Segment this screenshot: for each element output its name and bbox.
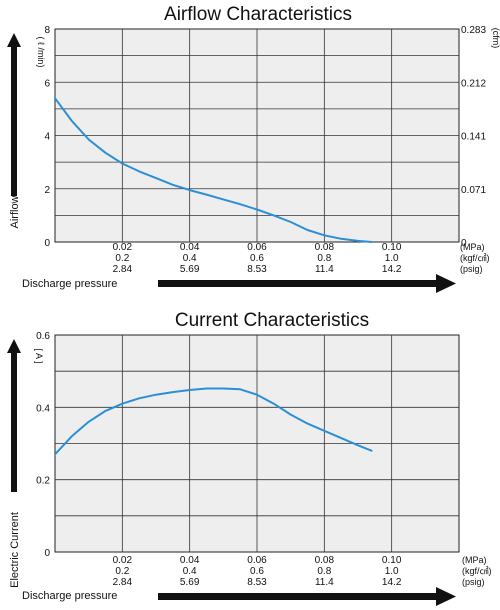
airflow-chart: Airflow Characteristics 0 2 4 6 8 0 0.071 0.141 0… — [7, 4, 500, 293]
x-tick-label-psig: 14.2 — [382, 577, 402, 588]
current-chart: Current Characteristics 0 0.2 0.4 0.6 [ A ] El… — [7, 310, 492, 606]
y2-tick-label: 0.212 — [461, 78, 486, 89]
x-axis-arrow-shaft — [158, 280, 438, 287]
x-tick-label-kgf: 1.0 — [385, 253, 399, 264]
y-tick-label: 0.6 — [36, 331, 50, 342]
x-tick-label-psig: 5.69 — [180, 577, 200, 588]
y-axis-label: Electric Current — [9, 512, 21, 588]
x-unit-label: (psig) — [460, 264, 483, 274]
y-axis-arrow-shaft — [11, 45, 17, 196]
x-tick-label-psig: 14.2 — [382, 264, 402, 275]
x-tick-label-mpa: 0.04 — [180, 242, 200, 253]
x-tick-label-kgf: 0.2 — [115, 253, 129, 264]
x-axis-arrow-head — [436, 274, 456, 293]
x-unit-label: (kgf/㎠) — [460, 253, 490, 263]
x-unit-label: (psig) — [462, 577, 485, 587]
y-axis-arrow-head — [7, 339, 21, 353]
y-tick-label: 0.4 — [36, 403, 50, 414]
x-tick-label-psig: 2.84 — [113, 577, 133, 588]
x-unit-label: (MPa) — [460, 242, 485, 252]
y2-unit-label: (cfm) — [491, 28, 500, 49]
y-axis-arrow-shaft — [11, 351, 17, 492]
y-tick-label: 2 — [44, 185, 50, 196]
x-tick-label-mpa: 0.06 — [247, 242, 267, 253]
y2-tick-label: 0.141 — [461, 132, 486, 143]
y-unit-label: [ A ] — [34, 348, 44, 363]
y2-tick-label: 0.283 — [461, 25, 486, 36]
x-tick-label-mpa: 0.08 — [315, 242, 335, 253]
x-tick-label-kgf: 0.6 — [250, 253, 264, 264]
x-tick-label-psig: 11.4 — [315, 264, 334, 275]
y-axis-label: Airflow — [9, 195, 21, 228]
y-tick-label: 0 — [44, 238, 50, 249]
x-tick-label-mpa: 0.02 — [113, 242, 133, 253]
x-tick-label-kgf: 0.4 — [183, 253, 197, 264]
x-tick-label-psig: 11.4 — [315, 577, 334, 588]
x-unit-label: (MPa) — [462, 555, 487, 565]
x-tick-label-mpa: 0.10 — [382, 555, 402, 566]
x-tick-label-kgf: 0.8 — [317, 566, 331, 577]
y2-tick-label: 0 — [461, 238, 467, 249]
x-tick-label-kgf: 0.4 — [183, 566, 197, 577]
x-tick-label-psig: 5.69 — [180, 264, 200, 275]
chart-title: Current Characteristics — [175, 310, 369, 331]
x-tick-label-kgf: 1.0 — [385, 566, 399, 577]
x-tick-label-kgf: 0.6 — [250, 566, 264, 577]
x-tick-label-mpa: 0.06 — [247, 555, 267, 566]
y-tick-label: 8 — [44, 25, 50, 36]
x-unit-label: (kgf/㎠) — [462, 566, 492, 576]
x-tick-label-mpa: 0.10 — [382, 242, 402, 253]
x-axis-arrow-shaft — [158, 593, 438, 600]
y-tick-label: 4 — [44, 132, 50, 143]
x-axis-label: Discharge pressure — [22, 278, 117, 290]
x-axis-label: Discharge pressure — [22, 590, 117, 602]
x-tick-label-mpa: 0.02 — [113, 555, 133, 566]
x-tick-label-kgf: 0.2 — [115, 566, 129, 577]
chart-title: Airflow Characteristics — [164, 4, 352, 25]
y-axis-arrow-head — [7, 33, 21, 47]
y-tick-label: 6 — [44, 78, 50, 89]
x-tick-label-kgf: 0.8 — [317, 253, 331, 264]
series-line — [54, 387, 373, 456]
x-tick-label-mpa: 0.04 — [180, 555, 200, 566]
x-tick-label-psig: 8.53 — [247, 577, 267, 588]
y-unit-label: ( ℓ /min) — [36, 37, 46, 68]
y-tick-label: 0 — [44, 548, 50, 559]
x-tick-label-mpa: 0.08 — [315, 555, 335, 566]
series-line — [54, 97, 373, 243]
x-axis-arrow-head — [436, 587, 456, 606]
x-tick-label-psig: 8.53 — [247, 264, 267, 275]
y-tick-label: 0.2 — [36, 476, 50, 487]
x-tick-label-psig: 2.84 — [113, 264, 133, 275]
y2-tick-label: 0.071 — [461, 185, 486, 196]
